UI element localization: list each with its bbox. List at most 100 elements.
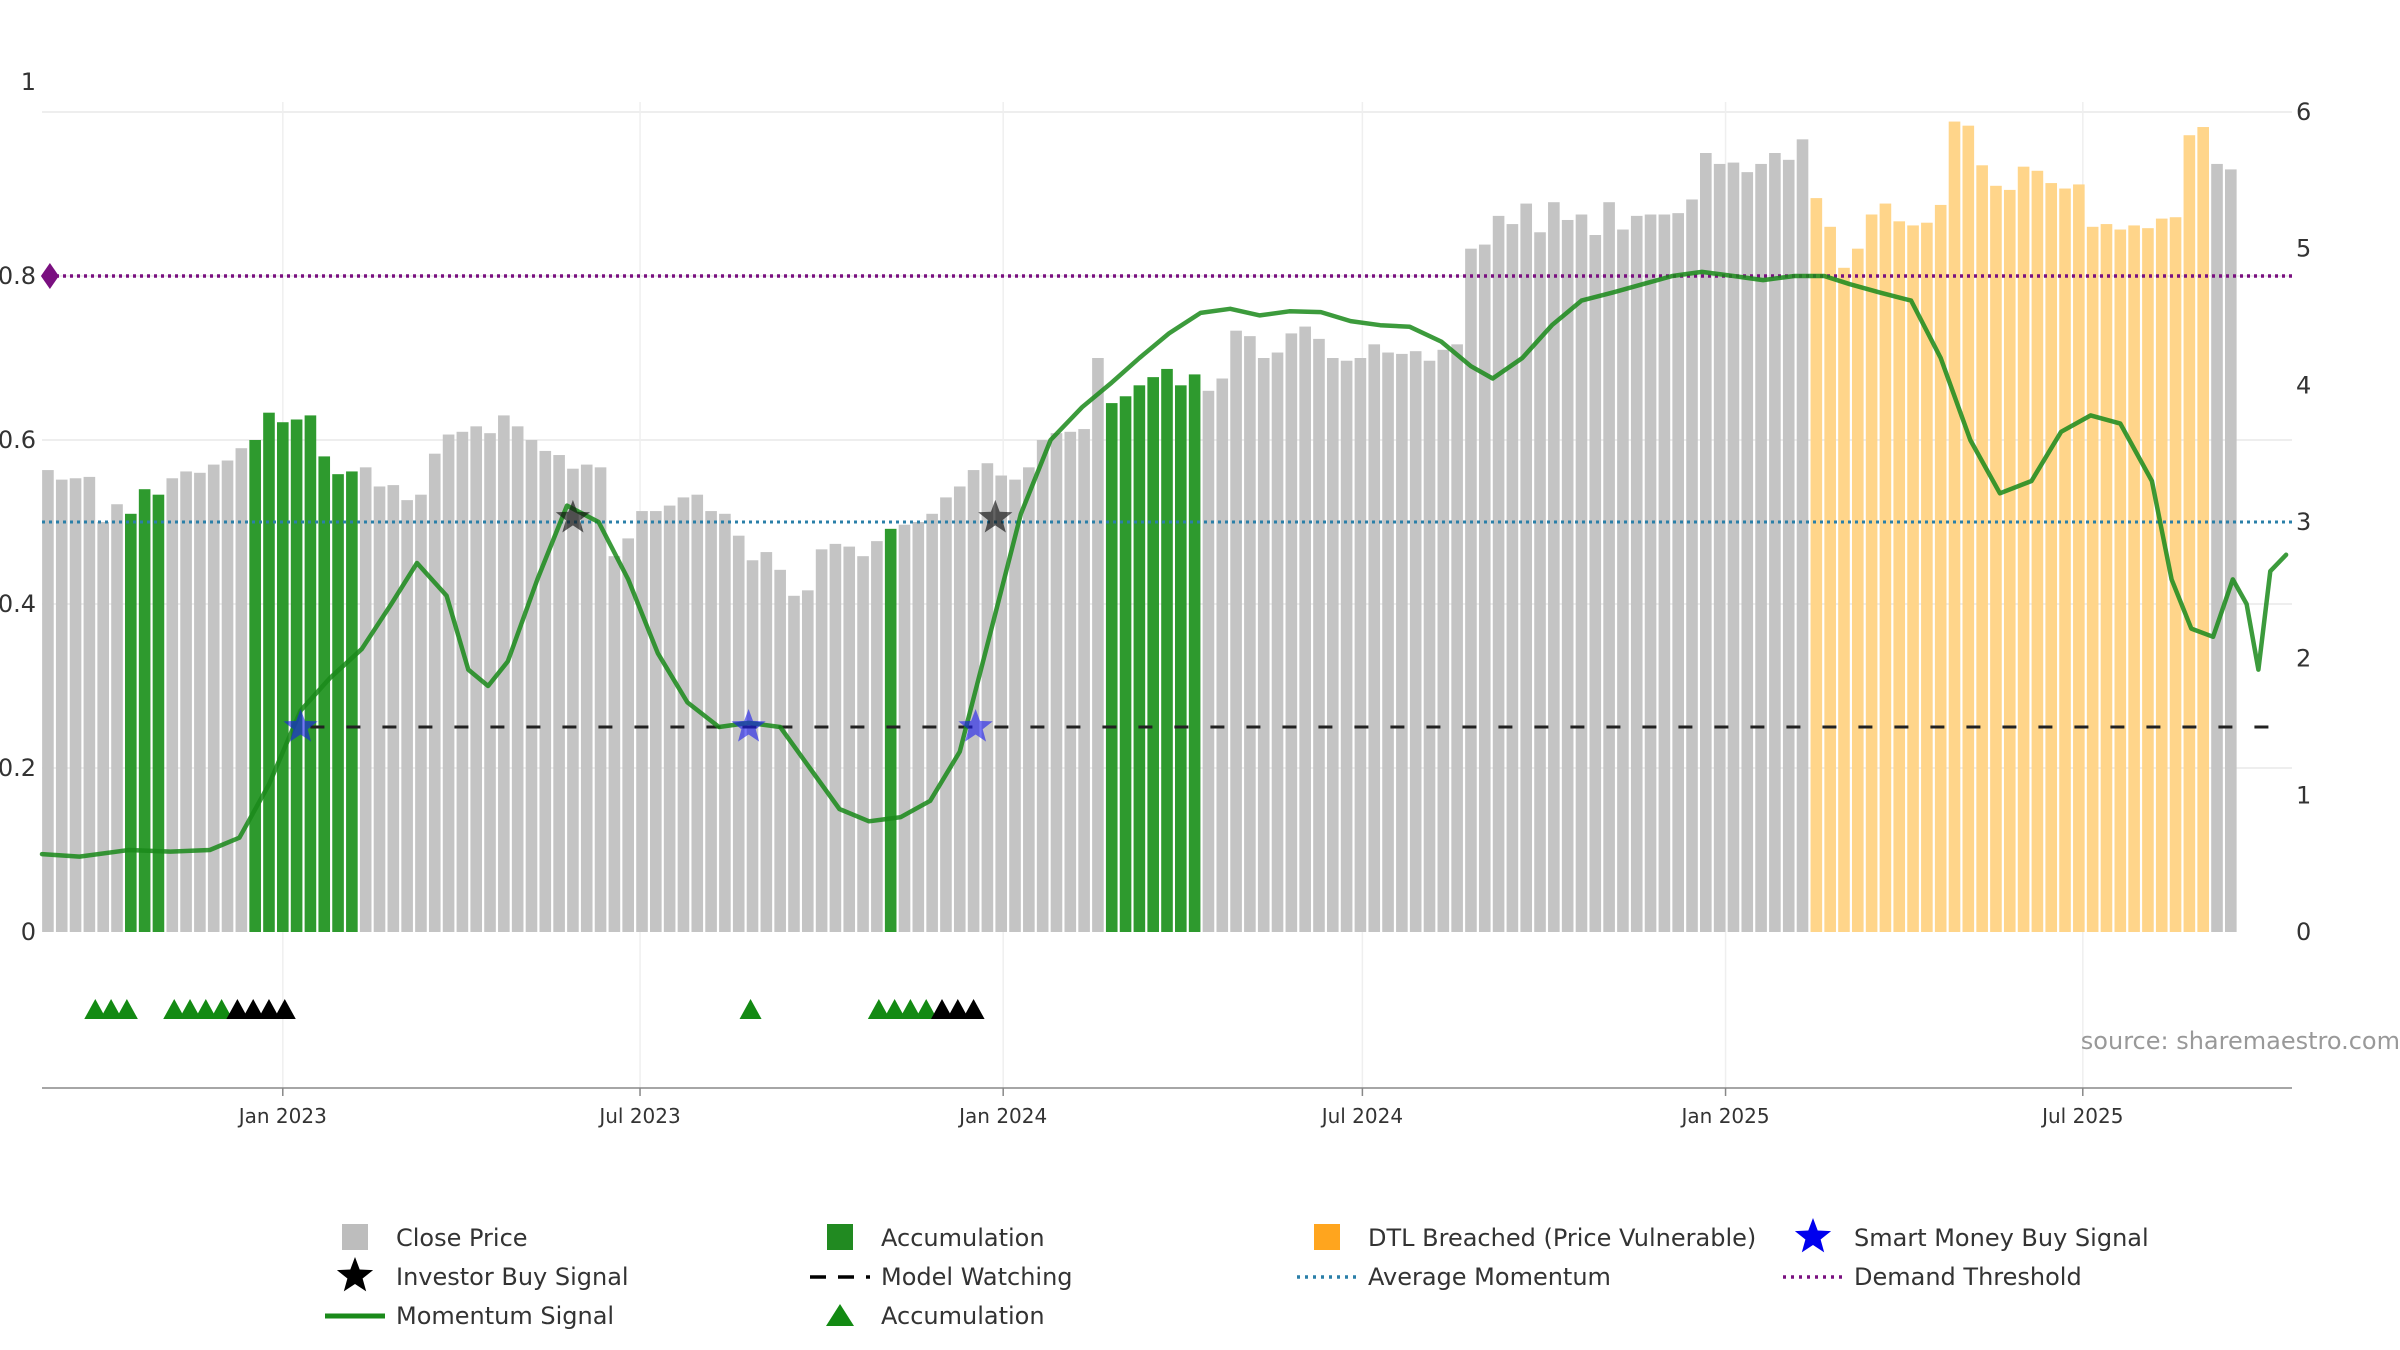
accumulation-bar: [1175, 385, 1187, 933]
close-price-bar: [1755, 163, 1767, 932]
investor-buy-signal-star: [555, 499, 590, 533]
close-price-bar: [539, 450, 552, 932]
close-price-bar: [857, 556, 869, 932]
close-price-bar: [401, 500, 413, 932]
accumulation-marker-black: [242, 999, 265, 1019]
legend-item: DTL Breached (Price Vulnerable): [1314, 1224, 1756, 1252]
dtl-breached-bar: [1990, 185, 2002, 933]
accumulation-marker-green: [163, 999, 186, 1019]
close-price-bar: [1492, 215, 1505, 932]
close-price-bar: [1271, 352, 1284, 932]
legend-label: Accumulation: [881, 1302, 1045, 1330]
legend-label: Demand Threshold: [1854, 1263, 2082, 1291]
close-price-bar: [180, 471, 192, 932]
x-axis-tick-label: Jul 2025: [2040, 1104, 2123, 1128]
close-price-bar: [221, 460, 234, 932]
close-price-bar: [1050, 433, 1063, 932]
legend-label: Average Momentum: [1368, 1263, 1611, 1291]
close-price-bar: [663, 505, 676, 932]
close-price-bar: [1396, 353, 1408, 932]
close-price-bar: [55, 479, 68, 932]
left-axis-tick: 0.4: [0, 590, 36, 618]
dtl-breached-bar: [1948, 121, 1961, 932]
accumulation-marker-black: [931, 999, 953, 1019]
accumulation-bar: [346, 471, 358, 932]
investor-buy-signal-star: [978, 499, 1013, 533]
close-price-bar: [898, 524, 911, 932]
close-price-bar: [1658, 214, 1671, 932]
legend-swatch: [827, 1224, 853, 1250]
accumulation-marker-green: [100, 999, 123, 1019]
accumulation-marker-black: [946, 999, 969, 1019]
close-price-bar: [1244, 336, 1256, 932]
close-price-bar: [1202, 390, 1215, 932]
accumulation-marker-green: [179, 999, 202, 1019]
close-price-bar: [359, 467, 372, 932]
close-price-bar: [498, 415, 510, 932]
right-axis-tick: 5: [2296, 235, 2311, 263]
close-price-bar: [166, 478, 179, 932]
close-price-bar: [953, 486, 966, 932]
legend-item: Close Price: [342, 1224, 528, 1252]
close-price-bar: [235, 448, 248, 932]
close-price-bar: [1506, 224, 1519, 932]
legend-item: Average Momentum: [1297, 1263, 1611, 1291]
close-price-bar: [636, 511, 648, 932]
accumulation-marker-black: [257, 999, 280, 1019]
close-price-bar: [1548, 202, 1560, 932]
accumulation-bar: [318, 456, 331, 932]
left-axis-tick: 0.8: [0, 262, 36, 290]
source-label: source: sharemaestro.com: [2081, 1027, 2400, 1055]
legend: Close Price Investor Buy Signal Momentum S…: [325, 1218, 2149, 1330]
close-price-bar: [926, 513, 938, 932]
accumulation-bar: [290, 419, 303, 932]
smart-money-buy-signal-star: [283, 709, 318, 742]
x-axis-tick-label: Jul 2023: [597, 1104, 680, 1128]
close-price-bar: [1478, 244, 1491, 932]
close-price-bar: [1326, 358, 1339, 932]
close-price-bar: [1092, 358, 1104, 932]
legend-label: Close Price: [396, 1224, 528, 1252]
close-price-bar: [829, 543, 842, 932]
accumulation-marker-black: [226, 999, 249, 1019]
close-price-bar: [1064, 431, 1077, 932]
accumulation-bar: [152, 494, 165, 932]
left-axis-tick: 0.2: [0, 754, 36, 782]
close-price-bar: [1603, 202, 1615, 932]
close-price-bar: [1796, 139, 1809, 932]
legend-star-icon: [1794, 1218, 1832, 1253]
accumulation-bar: [1147, 377, 1159, 932]
close-price-bar: [594, 467, 607, 932]
close-price-bar: [415, 494, 427, 932]
dtl-breached-bar: [2183, 135, 2196, 933]
x-axis-tick-label: Jan 2023: [237, 1104, 327, 1128]
close-price-bar: [1617, 229, 1629, 932]
close-price-bar: [788, 595, 800, 932]
dtl-breached-bar: [2045, 183, 2058, 932]
dtl-breached-bar: [2128, 225, 2140, 932]
right-axis-tick: 4: [2296, 371, 2311, 399]
accumulation-bar: [1188, 374, 1201, 932]
close-price-bar: [1423, 360, 1436, 933]
close-price-bar: [843, 546, 856, 932]
close-price-bar: [1216, 378, 1229, 932]
accumulation-bar: [1105, 403, 1118, 933]
close-price-bar: [97, 522, 109, 932]
close-price-bar: [387, 485, 400, 932]
close-price-bar: [1644, 214, 1657, 932]
close-price-bar: [428, 453, 441, 932]
dtl-breached-bar: [1879, 203, 1892, 932]
momentum-series: [39, 269, 2289, 859]
left-axis-tick: 0: [21, 918, 36, 946]
close-price-bar: [1409, 351, 1422, 932]
close-price-bar: [1257, 358, 1270, 932]
dtl-breached-bar: [1865, 214, 1878, 932]
left-axis-tick: 0.6: [0, 426, 36, 454]
close-price-bar: [207, 464, 220, 932]
close-price-bar: [1630, 215, 1643, 932]
dtl-breached-bar: [2059, 188, 2071, 932]
close-price-bar: [981, 463, 994, 932]
close-price-bar: [1023, 467, 1035, 932]
close-price-bar: [373, 486, 386, 932]
accumulation-bar: [276, 422, 289, 932]
